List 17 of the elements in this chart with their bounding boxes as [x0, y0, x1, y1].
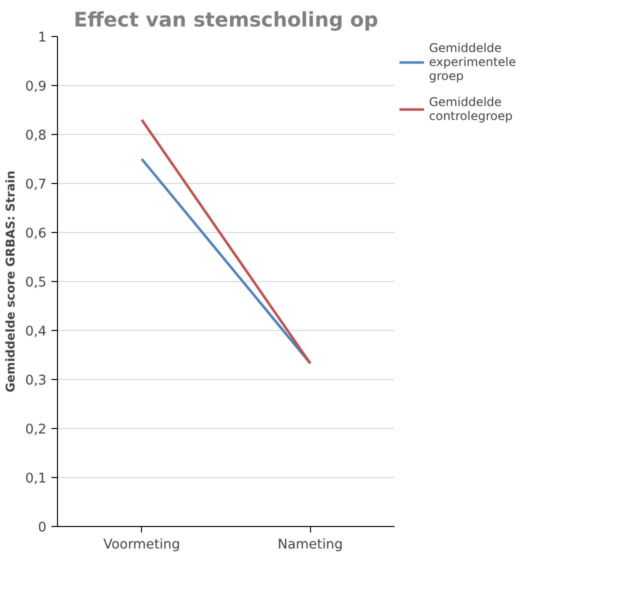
- y-tick-label: 0,9: [25, 80, 47, 94]
- y-tick-label: 0,4: [25, 324, 47, 340]
- y-axis-title: Gemiddelde score GRBAS: Strain: [3, 170, 18, 392]
- y-tick-label: 0,1: [25, 472, 47, 486]
- legend-label: Gemiddelde experimentele groep: [429, 41, 516, 83]
- chart-title: Effect van stemscholing op: [74, 8, 378, 32]
- y-tick-label: 0,8: [25, 128, 47, 144]
- y-tick-label: 0,7: [25, 178, 47, 192]
- x-tick-label: Voormeting: [103, 538, 180, 552]
- legend-label: Gemiddelde controlegroep: [429, 95, 513, 123]
- y-tick-label: 0,2: [25, 422, 47, 438]
- x-tick-label: Nameting: [278, 538, 343, 552]
- y-tick-label: 1: [38, 30, 47, 46]
- y-tick-label: 0,6: [25, 226, 47, 242]
- y-tick-label: 0,3: [25, 374, 47, 388]
- y-tick-label: 0: [38, 520, 47, 536]
- y-tick-label: 0,5: [25, 276, 47, 290]
